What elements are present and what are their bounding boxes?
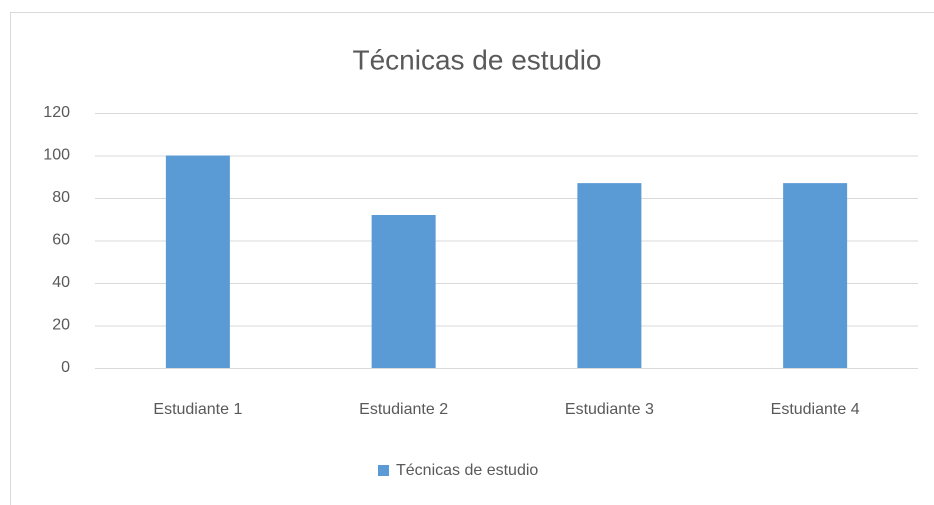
y-tick-label: 60 — [52, 232, 70, 249]
legend-swatch — [378, 465, 389, 476]
x-tick-label: Estudiante 4 — [771, 401, 860, 418]
y-tick-label: 0 — [61, 359, 70, 376]
bar — [783, 183, 848, 368]
y-tick-label: 100 — [43, 147, 70, 164]
y-tick-label: 40 — [52, 274, 70, 291]
y-tick-label: 80 — [52, 189, 70, 206]
y-tick-label: 20 — [52, 317, 70, 334]
x-tick-label: Estudiante 3 — [565, 401, 654, 418]
legend-label: Técnicas de estudio — [396, 462, 538, 479]
x-tick-label: Estudiante 1 — [153, 401, 242, 418]
bar — [371, 215, 436, 368]
bar — [577, 183, 642, 368]
bar — [165, 155, 230, 368]
x-tick-label: Estudiante 2 — [359, 401, 448, 418]
y-tick-label: 120 — [43, 104, 70, 121]
chart-border — [10, 12, 934, 505]
chart-title: Técnicas de estudio — [352, 44, 601, 75]
